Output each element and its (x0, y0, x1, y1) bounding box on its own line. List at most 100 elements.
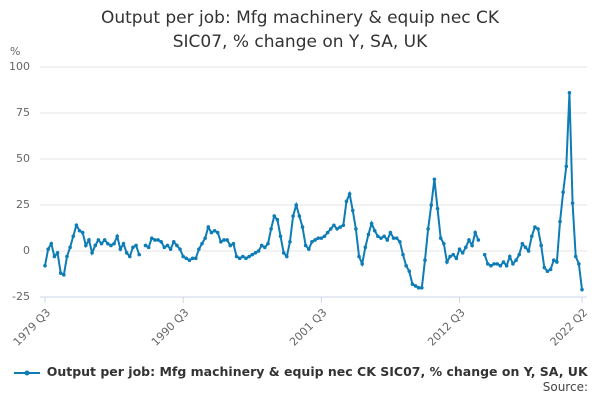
data-point (197, 247, 201, 251)
data-point (464, 245, 468, 250)
data-point (445, 260, 449, 264)
data-point (215, 230, 220, 235)
data-point (426, 227, 430, 231)
data-point (413, 284, 418, 288)
data-point (416, 286, 421, 290)
data-point (328, 227, 333, 231)
data-point (404, 263, 408, 268)
data-point (127, 254, 132, 259)
data-point (454, 256, 459, 261)
data-point (200, 241, 204, 246)
data-point (442, 241, 446, 246)
data-point (153, 238, 157, 242)
data-point (187, 258, 192, 263)
data-point (451, 252, 456, 257)
data-point (115, 234, 120, 239)
data-point (228, 243, 233, 248)
data-point (332, 223, 336, 228)
x-tick-label: 1990 Q3 (149, 306, 192, 349)
data-point (379, 236, 383, 240)
data-point (570, 201, 575, 205)
data-point (398, 240, 402, 244)
data-point (457, 247, 462, 251)
legend-marker (14, 370, 41, 375)
data-point (529, 234, 534, 239)
data-point (112, 241, 116, 246)
data-point (181, 254, 185, 259)
data-point (272, 214, 277, 218)
data-point (306, 247, 311, 251)
data-point (291, 214, 295, 218)
data-point (65, 254, 69, 259)
y-tick-label: 0 (23, 244, 30, 257)
data-point (231, 241, 236, 246)
data-point (473, 230, 478, 235)
series-line (44, 92, 583, 290)
data-point (350, 208, 355, 213)
data-point (171, 240, 176, 244)
data-point (423, 258, 427, 263)
data-point (146, 245, 151, 250)
source-note: Source: (542, 380, 588, 394)
data-point (564, 164, 569, 169)
data-point (165, 243, 170, 248)
data-point (250, 252, 255, 257)
data-point (376, 234, 380, 239)
data-point (344, 199, 349, 204)
data-point (489, 263, 493, 268)
data-point (542, 265, 547, 270)
data-point (555, 260, 559, 264)
data-point (482, 252, 487, 257)
data-point (131, 245, 135, 250)
data-point (394, 236, 399, 240)
data-point (162, 245, 167, 250)
data-point (526, 249, 531, 253)
data-point (102, 238, 107, 242)
data-point (134, 243, 138, 248)
data-point (225, 238, 229, 242)
data-point (68, 245, 72, 250)
data-point (241, 254, 245, 259)
data-point (485, 262, 490, 266)
data-point (263, 245, 267, 250)
data-point (124, 251, 129, 255)
data-point (266, 241, 270, 246)
data-point (43, 263, 47, 268)
y-tick-label: 75 (16, 106, 30, 119)
data-point (507, 254, 512, 259)
data-point (385, 238, 390, 242)
data-point (316, 236, 321, 240)
data-point (310, 240, 314, 244)
data-point (168, 247, 173, 251)
data-point (347, 192, 352, 196)
data-point (319, 236, 324, 240)
legend: Output per job: Mfg machinery & equip ne… (0, 364, 600, 379)
data-point (548, 267, 553, 272)
data-point (476, 238, 481, 242)
data-point (467, 238, 471, 242)
data-point (55, 251, 60, 255)
data-point (278, 234, 283, 239)
data-point (470, 243, 474, 248)
data-point (288, 240, 292, 244)
data-point (366, 232, 371, 237)
data-point (391, 236, 396, 240)
data-point (206, 225, 211, 229)
data-point (175, 243, 179, 248)
data-point (80, 230, 85, 235)
data-point (580, 287, 584, 292)
data-point (401, 252, 405, 257)
data-point (259, 243, 264, 248)
data-point (46, 247, 50, 251)
data-point (297, 214, 302, 218)
data-point (159, 240, 163, 244)
data-point (448, 254, 452, 259)
data-point (539, 243, 543, 248)
data-point (438, 236, 443, 240)
x-tick-label: 2001 Q3 (287, 306, 330, 349)
data-point (504, 263, 509, 268)
data-point (149, 236, 154, 240)
x-tick-label: 2022 Q2 (548, 306, 591, 349)
